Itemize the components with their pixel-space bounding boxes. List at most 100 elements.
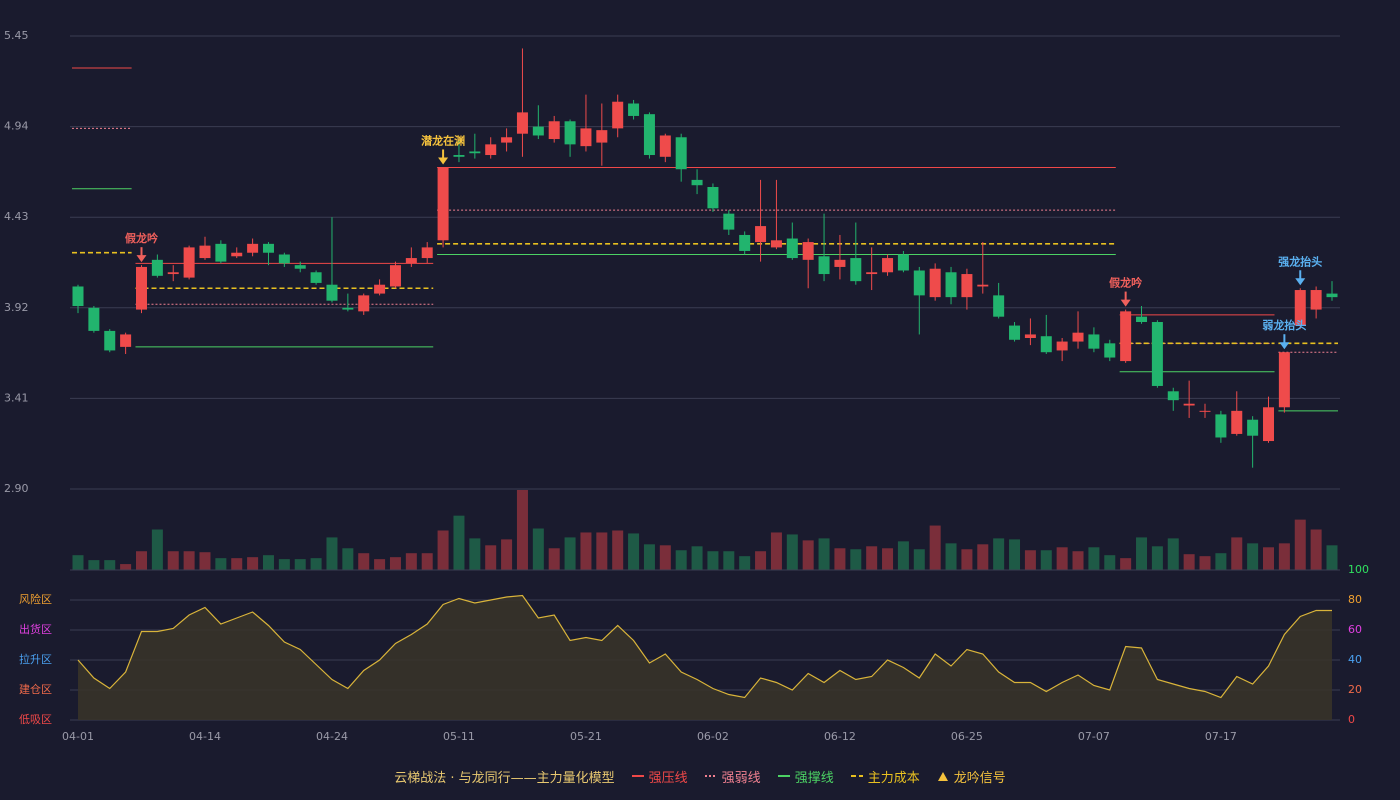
candle-body <box>707 187 719 209</box>
candle-body <box>469 151 481 154</box>
volume-bar <box>421 553 433 570</box>
volume-bar <box>358 553 370 570</box>
candle-body <box>596 130 608 143</box>
volume-bar <box>1263 547 1275 570</box>
volume-bar <box>1088 547 1100 570</box>
candle-body <box>1247 419 1259 436</box>
zone-label: 建仓区 <box>19 682 52 696</box>
candle-body <box>913 270 925 296</box>
volume-bar <box>1183 554 1195 570</box>
legend-item: 强压线 <box>631 767 688 786</box>
legend-swatch <box>777 775 790 777</box>
volume-bar <box>818 538 830 570</box>
candle-body <box>532 126 544 136</box>
legend-swatch <box>704 775 717 777</box>
x-tick-label: 04-01 <box>62 730 94 743</box>
candle-body <box>1072 332 1084 342</box>
candle-body <box>72 286 84 307</box>
volume-bar <box>612 530 624 570</box>
candle-body <box>1040 336 1052 353</box>
volume-bar <box>1104 555 1116 570</box>
signal-arrow-head <box>1120 299 1131 307</box>
candle-body <box>580 128 592 147</box>
signal-label: 假龙吟 <box>1109 276 1142 290</box>
indicator-line <box>77 594 1332 699</box>
y-tick-label: 4.43 <box>4 210 29 223</box>
volume-bar <box>469 538 481 570</box>
volume-bar <box>342 548 354 570</box>
candle-body <box>437 167 449 241</box>
volume-bar <box>72 555 84 570</box>
volume-bar <box>548 548 560 570</box>
candle-body <box>358 295 370 312</box>
legend-item: 强撑线 <box>777 767 834 786</box>
candle-body <box>1104 343 1116 358</box>
candle-body <box>993 295 1005 317</box>
volume-bar <box>326 537 338 570</box>
y2-tick-label: 60 <box>1348 623 1362 636</box>
candle-body <box>1056 341 1068 351</box>
y2-tick-label: 20 <box>1348 683 1362 696</box>
candle-body <box>818 256 830 275</box>
volume-bar <box>1310 529 1322 570</box>
candle-body <box>548 121 560 140</box>
volume-bar <box>913 549 925 570</box>
volume-bar <box>882 548 894 570</box>
candle-body <box>723 213 735 230</box>
candle-body <box>326 284 338 301</box>
volume-bar <box>135 551 147 570</box>
candle-body <box>850 258 862 282</box>
x-tick-label: 06-02 <box>697 730 729 743</box>
candle-body <box>215 243 227 262</box>
volume-bar <box>199 552 211 570</box>
volume-bar <box>437 530 449 570</box>
volume-bar <box>1167 538 1179 570</box>
volume-bar <box>1326 545 1338 570</box>
volume-bar <box>183 551 195 570</box>
legend-label: 强压线 <box>648 770 688 786</box>
zone-label: 出货区 <box>19 622 52 636</box>
volume-bar <box>501 539 513 570</box>
candle-body <box>564 121 576 145</box>
volume-bar <box>1231 537 1243 570</box>
candle-body <box>167 272 179 275</box>
candle-body <box>278 254 290 264</box>
volume-bar <box>485 545 497 570</box>
candle-body <box>104 330 116 351</box>
y-tick-label: 5.45 <box>4 29 29 42</box>
candle-body <box>628 103 640 116</box>
x-tick-label: 07-07 <box>1078 730 1110 743</box>
candle-body <box>485 144 497 156</box>
signal-arrow-head <box>438 157 449 165</box>
candle-body <box>977 284 989 287</box>
candle-body <box>405 258 417 264</box>
volume-bar <box>389 557 401 570</box>
x-tick-label: 05-11 <box>443 730 475 743</box>
volume-bar <box>310 558 322 570</box>
volume-bar <box>1199 556 1211 570</box>
candle-body <box>1183 403 1195 406</box>
candle-body <box>866 272 878 275</box>
volume-bar <box>532 528 544 570</box>
candle-body <box>961 274 973 298</box>
volume-bar <box>628 533 640 570</box>
volume-bar <box>977 544 989 570</box>
candle-body <box>1136 316 1148 323</box>
x-tick-label: 06-25 <box>951 730 983 743</box>
volume-bar <box>739 556 751 570</box>
volume-bar <box>897 541 909 570</box>
y2-tick-label: 100 <box>1348 563 1369 576</box>
candle-body <box>88 307 100 331</box>
signal-arrow-head <box>136 255 147 263</box>
volume-bar <box>866 546 878 570</box>
volume-bar <box>1120 558 1132 570</box>
indicator-area <box>78 595 1332 720</box>
volume-bar <box>151 529 163 570</box>
volume-bar <box>1215 553 1227 570</box>
y2-tick-label: 40 <box>1348 653 1362 666</box>
y-tick-label: 2.90 <box>4 482 29 495</box>
candle-body <box>294 265 306 269</box>
volume-bar <box>802 540 814 570</box>
x-tick-label: 04-24 <box>316 730 348 743</box>
